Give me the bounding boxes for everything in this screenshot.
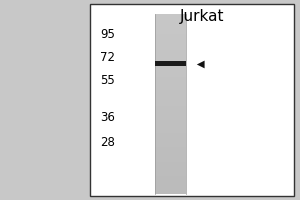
Bar (155, 151, 186, 154)
Bar (155, 113, 186, 115)
Bar (155, 183, 186, 185)
Bar (155, 81, 186, 84)
Bar (155, 192, 186, 194)
Bar (155, 181, 186, 183)
Bar (155, 34, 186, 36)
Bar (155, 178, 186, 181)
Bar (155, 45, 186, 48)
Bar (155, 41, 186, 43)
Bar (155, 25, 186, 27)
Bar (155, 27, 186, 30)
Bar (155, 16, 186, 18)
Bar (155, 79, 186, 81)
Bar (155, 61, 186, 63)
Bar (155, 106, 186, 109)
Bar (155, 93, 186, 95)
Bar (155, 162, 186, 165)
Bar (155, 108, 186, 111)
Text: 36: 36 (100, 111, 115, 124)
Bar (155, 95, 186, 97)
Bar (155, 63, 186, 66)
Bar (155, 129, 186, 131)
Bar (155, 72, 186, 75)
Bar (155, 124, 186, 127)
Bar (155, 104, 186, 106)
Bar (155, 14, 186, 16)
Bar (155, 50, 186, 52)
Bar (155, 23, 186, 25)
Bar (155, 70, 186, 72)
Bar (155, 117, 186, 120)
Bar (155, 75, 186, 77)
Bar (155, 172, 186, 174)
Bar (155, 133, 186, 136)
Bar (155, 111, 186, 113)
Bar (155, 187, 186, 190)
Bar (155, 169, 186, 172)
Bar (155, 142, 186, 145)
Text: 55: 55 (100, 74, 115, 87)
Bar (155, 190, 186, 192)
Bar (155, 88, 186, 91)
Text: 28: 28 (100, 136, 115, 149)
Bar (155, 36, 186, 39)
Bar (155, 32, 186, 34)
Bar (155, 122, 186, 124)
Bar (155, 156, 186, 158)
Bar (155, 20, 186, 23)
Bar (155, 68, 186, 70)
Bar (155, 65, 186, 68)
Bar (155, 97, 186, 100)
Bar (155, 120, 186, 122)
Bar (155, 185, 186, 188)
Bar (155, 115, 186, 118)
Bar (155, 18, 186, 21)
Bar (155, 149, 186, 151)
Bar (155, 165, 186, 167)
Bar (155, 86, 186, 88)
Bar (155, 56, 186, 59)
Bar (155, 158, 186, 160)
Bar (155, 135, 186, 138)
Bar (155, 43, 186, 45)
Bar (155, 147, 186, 149)
Bar (155, 174, 186, 176)
Bar (155, 90, 186, 93)
Bar (155, 126, 186, 129)
Bar (155, 77, 186, 79)
Bar (155, 176, 186, 178)
Bar (155, 167, 186, 169)
Bar (155, 47, 186, 50)
Bar (155, 138, 186, 140)
Bar (90, 4, 294, 196)
Bar (155, 54, 186, 57)
Text: Jurkat: Jurkat (180, 9, 224, 24)
Bar (155, 131, 186, 133)
Bar (155, 84, 186, 86)
Bar (155, 99, 186, 102)
Bar (155, 153, 186, 156)
Bar (155, 144, 186, 147)
Text: 95: 95 (100, 28, 115, 41)
Bar (155, 59, 186, 61)
Text: 72: 72 (100, 51, 115, 64)
Bar (155, 38, 186, 41)
Bar (155, 140, 186, 142)
Bar (155, 52, 186, 54)
Bar (155, 102, 186, 104)
Bar (155, 29, 186, 32)
Bar (155, 160, 186, 163)
Bar (155, 61, 186, 66)
